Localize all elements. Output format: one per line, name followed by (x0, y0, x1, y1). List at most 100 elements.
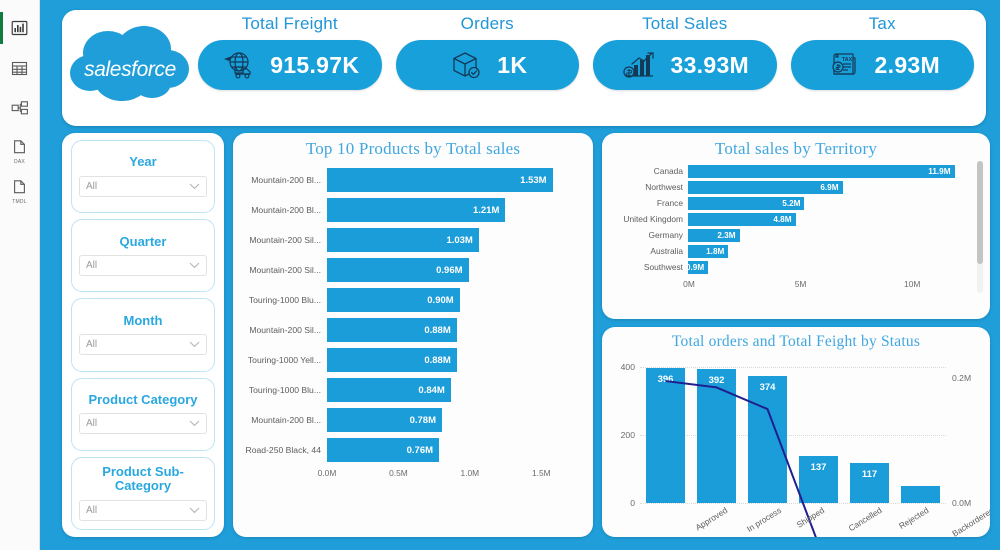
kpi-tax[interactable]: Tax (790, 14, 974, 90)
territory-row[interactable]: Southwest 0.9M (606, 259, 968, 275)
kpi-orders-title: Orders (460, 14, 514, 33)
territory-bar[interactable]: 1.8M (688, 244, 729, 258)
top10-bar-value: 0.84M (418, 384, 445, 396)
territory-bar[interactable]: 2.3M (688, 228, 740, 242)
kpi-row: Total Freight (198, 10, 986, 90)
top10-x-tick: 0.0M (317, 468, 337, 478)
combo-bar[interactable]: 137 (799, 456, 838, 503)
top10-row[interactable]: Touring-1000 Yell... 0.88M (239, 345, 585, 375)
slicer-product-category[interactable]: Product Category All (71, 377, 215, 451)
chevron-down-icon[interactable] (189, 507, 200, 514)
territory-category-label: Germany (648, 230, 683, 240)
territory-bar-track: 0.9M (686, 260, 968, 274)
top10-row[interactable]: Mountain-200 Sil... 0.88M (239, 315, 585, 345)
top10-bar[interactable]: 0.76M (327, 438, 440, 462)
top10-row[interactable]: Mountain-200 Bl... 1.53M (239, 165, 585, 195)
top10-bar[interactable]: 0.88M (327, 348, 457, 372)
rail-item-table-view[interactable] (0, 48, 40, 88)
slicer-product-category-dropdown[interactable]: All (79, 413, 207, 435)
kpi-total-sales-pill[interactable]: 33.93M (593, 40, 777, 90)
top10-bar-value: 1.21M (472, 204, 500, 216)
slicer-year-dropdown[interactable]: All (79, 175, 207, 197)
top10-row[interactable]: Mountain-200 Sil... 1.03M (239, 225, 585, 255)
slicer-product-sub-category-dropdown[interactable]: All (79, 499, 207, 521)
right-column: Total sales by Territory Canada 11.9M Nort… (602, 133, 990, 537)
top10-row[interactable]: Touring-1000 Blu... 0.84M (239, 375, 585, 405)
chevron-down-icon[interactable] (189, 341, 200, 348)
top10-row[interactable]: Mountain-200 Sil... 0.96M (239, 255, 585, 285)
top10-bar[interactable]: 0.78M (327, 408, 442, 432)
territory-bars: Canada 11.9M Northwest 6.9M France 5.2M United… (602, 159, 990, 275)
top10-bar[interactable]: 0.84M (327, 378, 451, 402)
territory-bar-track: 6.9M (688, 180, 968, 194)
slicer-month-dropdown[interactable]: All (79, 334, 207, 356)
territory-bar-track: 11.9M (688, 164, 968, 178)
kpi-orders[interactable]: Orders 1K (395, 14, 579, 90)
territory-bar[interactable]: 6.9M (688, 180, 843, 194)
top10-bar-track: 1.03M (327, 228, 585, 252)
slicer-year-value: All (86, 180, 98, 192)
chart-sales-by-territory[interactable]: Total sales by Territory Canada 11.9M Nort… (602, 133, 990, 319)
chevron-down-icon[interactable] (189, 420, 200, 427)
top10-row[interactable]: Touring-1000 Blu... 0.90M (239, 285, 585, 315)
kpi-total-sales[interactable]: Total Sales (593, 14, 777, 90)
territory-category-label: Northwest (645, 182, 683, 192)
top10-row[interactable]: Mountain-200 Bl... 1.21M (239, 195, 585, 225)
combo-bar[interactable]: 396 (646, 368, 685, 503)
top10-row[interactable]: Road-250 Black, 44 0.76M (239, 435, 585, 465)
top10-bar[interactable]: 0.90M (327, 288, 460, 312)
dax-file-icon (11, 139, 28, 158)
combo-bar[interactable]: 374 (748, 375, 787, 503)
rail-item-report-view[interactable] (0, 8, 40, 48)
territory-row[interactable]: France 5.2M (606, 195, 968, 211)
territory-x-tick: 5M (794, 279, 807, 289)
rail-item-model-view[interactable] (0, 88, 40, 128)
territory-scrollbar-thumb[interactable] (977, 161, 983, 264)
kpi-total-freight-pill[interactable]: 915.97K (198, 40, 382, 90)
top10-bar[interactable]: 0.96M (327, 258, 469, 282)
top10-category-label: Mountain-200 Bl... (251, 415, 321, 425)
kpi-orders-pill[interactable]: 1K (395, 40, 579, 90)
combo-plot-area: 0 200 400 0.0M 0.2M 396 392 374 137 117 (621, 353, 971, 503)
rail-label-tmdl: TMDL (12, 199, 27, 205)
slicer-quarter-dropdown[interactable]: All (79, 255, 207, 277)
kpi-orders-value: 1K (497, 51, 528, 78)
slicer-product-sub-category-value: All (86, 504, 98, 516)
slicer-year[interactable]: Year All (71, 140, 215, 214)
territory-bar[interactable]: 0.9M (686, 260, 709, 274)
rail-item-dax-query-view[interactable]: DAX (0, 128, 40, 168)
chevron-down-icon[interactable] (189, 262, 200, 269)
territory-row[interactable]: Canada 11.9M (606, 163, 968, 179)
chevron-down-icon[interactable] (189, 183, 200, 190)
slicer-quarter[interactable]: Quarter All (71, 219, 215, 293)
top10-bar[interactable]: 0.88M (327, 318, 457, 342)
territory-row[interactable]: United Kingdom 4.8M (606, 211, 968, 227)
territory-bar[interactable]: 11.9M (688, 164, 955, 178)
chart-top10-products[interactable]: Top 10 Products by Total sales Mountain-… (233, 133, 593, 537)
top10-bar[interactable]: 1.03M (327, 228, 479, 252)
combo-bar[interactable]: 392 (697, 369, 736, 503)
territory-row[interactable]: Northwest 6.9M (606, 179, 968, 195)
territory-row[interactable]: Australia 1.8M (606, 243, 968, 259)
slicer-month[interactable]: Month All (71, 298, 215, 372)
territory-bar-value: 6.9M (820, 182, 839, 192)
combo-bar[interactable] (901, 485, 940, 503)
rail-item-tmdl-view[interactable]: TMDL (0, 168, 40, 208)
combo-bar[interactable]: 117 (850, 463, 889, 503)
chart-orders-freight-by-status[interactable]: Total orders and Total Feight by Status … (602, 327, 990, 537)
top10-bar-value: 1.53M (520, 174, 547, 186)
top10-bar[interactable]: 1.53M (327, 168, 553, 192)
top10-bar[interactable]: 1.21M (327, 198, 506, 222)
top10-x-tick: 1.0M (460, 468, 480, 478)
kpi-total-freight[interactable]: Total Freight (198, 14, 382, 90)
territory-bar[interactable]: 4.8M (688, 212, 796, 226)
top10-row[interactable]: Mountain-200 Bl... 0.78M (239, 405, 585, 435)
combo-gridline (640, 366, 946, 368)
chart-combo-title: Total orders and Total Feight by Status (671, 333, 921, 350)
territory-scrollbar[interactable] (977, 161, 983, 293)
kpi-tax-pill[interactable]: TAX 2.93M (790, 40, 974, 90)
slicer-product-sub-category[interactable]: Product Sub-Category All (71, 456, 215, 531)
kpi-total-freight-value: 915.97K (270, 51, 360, 78)
territory-bar[interactable]: 5.2M (688, 196, 805, 210)
territory-row[interactable]: Germany 2.3M (606, 227, 968, 243)
